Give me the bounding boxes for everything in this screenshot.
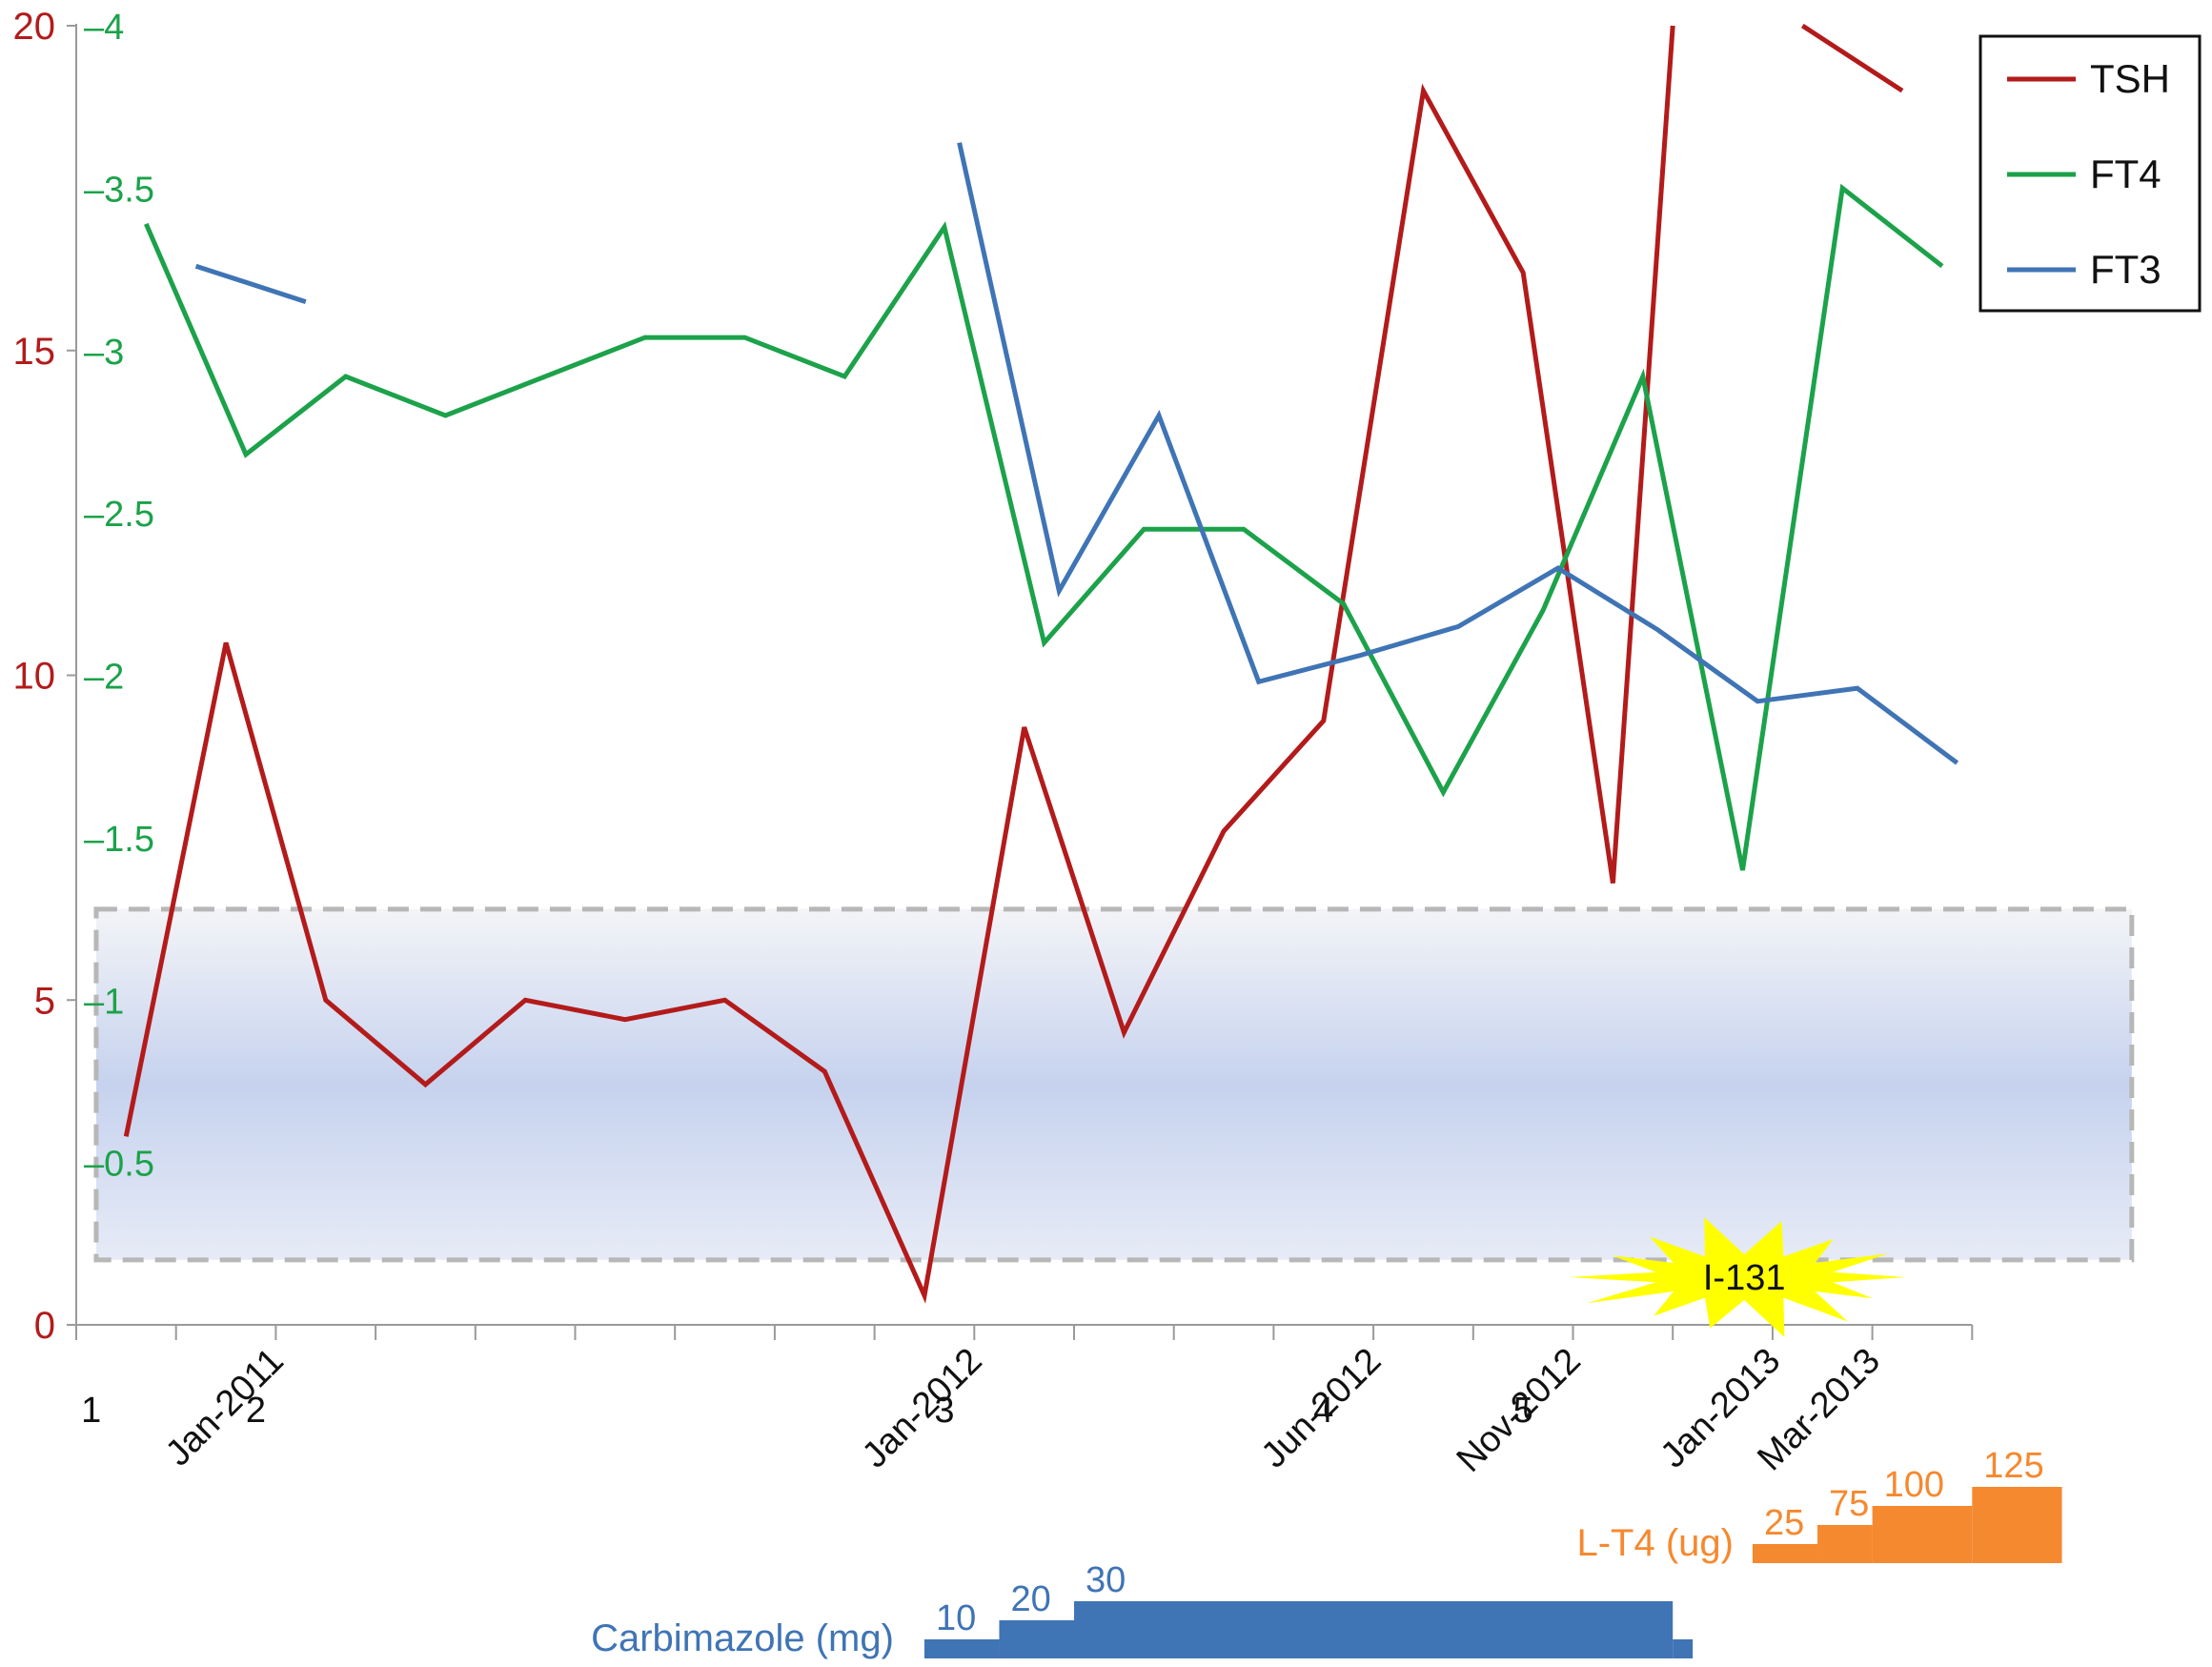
visit-number-label: 2	[246, 1391, 266, 1431]
series-layer	[123, 23, 1959, 1304]
y-right-tick-label: –3	[84, 333, 124, 373]
legend-label-ft4: FT4	[2090, 152, 2161, 196]
series-line-tsh	[123, 25, 1675, 1304]
y-right-tick-label: –3.5	[84, 170, 154, 210]
levothyroxine-dose-label: 75	[1829, 1484, 1869, 1524]
annotation-layer: I-131	[1568, 1217, 1907, 1337]
legend-label-tsh: TSH	[2090, 56, 2170, 101]
levothyroxine-label: L-T4 (ug)	[1576, 1522, 1734, 1564]
y-left-tick-label: 0	[34, 1305, 55, 1347]
levothyroxine-dose-label: 25	[1764, 1503, 1804, 1543]
visit-number-label: 4	[1313, 1391, 1333, 1431]
y-left-tick-label: 20	[13, 6, 56, 48]
carbimazole-label: Carbimazole (mg)	[591, 1617, 894, 1659]
levothyroxine-bar	[1817, 1525, 1873, 1563]
y-left-tick-label: 15	[13, 331, 56, 373]
y-right-tick-label: –1	[84, 982, 124, 1022]
series-line-ft3	[194, 263, 307, 304]
reference-range-band-layer	[93, 906, 2135, 1263]
carbimazole-dose-label: 20	[1010, 1579, 1050, 1619]
series-line-ft3	[957, 142, 1959, 765]
y-left-tick-label: 10	[13, 656, 56, 698]
carbimazole-bar	[999, 1620, 1074, 1658]
visit-number-label: 5	[1513, 1391, 1533, 1431]
visit-number-label: 3	[934, 1391, 954, 1431]
series-line-tsh	[1800, 23, 1904, 93]
carbimazole-bar	[1673, 1639, 1694, 1658]
i131-label: I-131	[1703, 1258, 1786, 1298]
carbimazole-bar	[923, 1639, 1000, 1658]
carbimazole-dose-label: 30	[1086, 1560, 1126, 1600]
dose-bars-layer: 10 20 30 Carbimazole (mg) 25 75 100 125 L-T4 (ug…	[591, 1446, 2062, 1659]
y-right-tick-label: –1.5	[84, 820, 154, 860]
levothyroxine-bar	[1752, 1544, 1818, 1563]
y-right-tick-label: –0.5	[84, 1145, 154, 1185]
reference-range-band	[93, 906, 2135, 1263]
levothyroxine-dose-label: 100	[1884, 1465, 1944, 1505]
y-right-tick-label: –4	[84, 8, 124, 48]
y-right-tick-label: –2	[84, 658, 124, 698]
legend-label-ft3: FT3	[2090, 247, 2161, 292]
carbimazole-bar	[1074, 1601, 1674, 1658]
i131-burst-marker	[1568, 1217, 1907, 1337]
levothyroxine-bar	[1972, 1487, 2062, 1563]
x-date-label: Jan-2011	[158, 1341, 292, 1474]
visit-number-label: 1	[81, 1391, 101, 1431]
levothyroxine-bar	[1872, 1506, 1973, 1563]
carbimazole-dose-label: 10	[936, 1598, 976, 1638]
x-date-label: Jan-2012	[855, 1341, 990, 1476]
y-right-tick-label: –2.5	[84, 495, 154, 535]
legend: TSH FT4 FT3	[1979, 34, 2202, 313]
series-line-ft4	[144, 183, 1944, 871]
y-left-tick-label: 5	[34, 980, 55, 1022]
levothyroxine-dose-label: 125	[1983, 1446, 2043, 1486]
